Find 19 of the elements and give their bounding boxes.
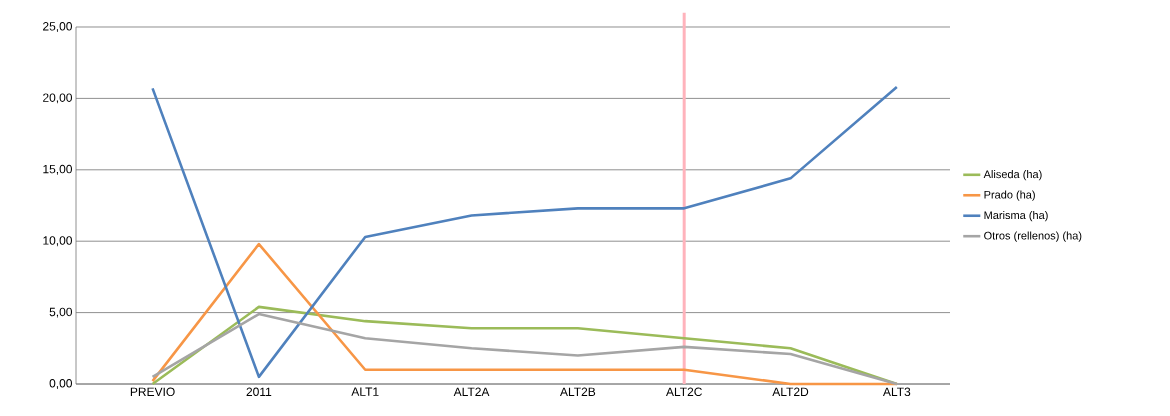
y-tick-label: 15,00 (43, 164, 72, 175)
x-tick-label: ALT2A (453, 387, 490, 396)
y-tick-label: 25,00 (43, 22, 72, 32)
x-tick-label: ALT2D (772, 387, 809, 396)
x-tick-label: ALT1 (351, 387, 379, 396)
x-tick-label: PREVIO (130, 387, 175, 397)
x-tick-label: ALT3 (882, 387, 911, 397)
y-tick-label: 0,00 (49, 379, 73, 389)
y-tick-label: 10,00 (43, 236, 72, 247)
y-tick-label: 20,00 (43, 93, 72, 104)
x-tick-label: ALT2C (665, 387, 702, 397)
legend-label: Aliseda (ha) (983, 170, 1042, 181)
line-series (151, 85, 899, 379)
x-tick-label: ALT2B (559, 387, 596, 396)
legend-label: Marisma (ha) (984, 211, 1048, 222)
x-tick-label: 2011 (246, 387, 272, 397)
legend-label: Prado (ha) (984, 190, 1035, 201)
y-tick-label: 5,00 (49, 307, 73, 318)
legend-label: Otros (rellenos) (ha) (984, 231, 1082, 242)
